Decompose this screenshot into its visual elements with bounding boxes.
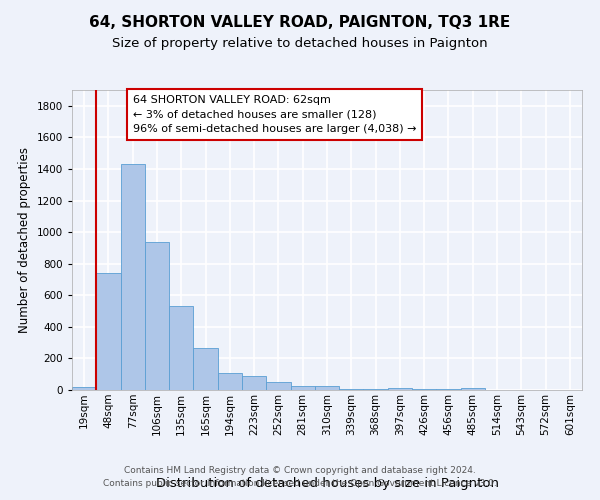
Text: 64, SHORTON VALLEY ROAD, PAIGNTON, TQ3 1RE: 64, SHORTON VALLEY ROAD, PAIGNTON, TQ3 1… xyxy=(89,15,511,30)
X-axis label: Distribution of detached houses by size in Paignton: Distribution of detached houses by size … xyxy=(155,476,499,490)
Bar xyxy=(72,387,96,390)
Text: 64 SHORTON VALLEY ROAD: 62sqm
← 3% of detached houses are smaller (128)
96% of s: 64 SHORTON VALLEY ROAD: 62sqm ← 3% of de… xyxy=(133,94,416,134)
Text: Contains HM Land Registry data © Crown copyright and database right 2024.
Contai: Contains HM Land Registry data © Crown c… xyxy=(103,466,497,487)
Bar xyxy=(193,348,218,390)
Text: Size of property relative to detached houses in Paignton: Size of property relative to detached ho… xyxy=(112,38,488,51)
Bar xyxy=(96,273,121,390)
Bar xyxy=(339,388,364,390)
Bar xyxy=(145,242,169,390)
Bar xyxy=(218,374,242,390)
Bar xyxy=(242,376,266,390)
Bar xyxy=(461,388,485,390)
Bar xyxy=(412,389,436,390)
Bar xyxy=(121,164,145,390)
Y-axis label: Number of detached properties: Number of detached properties xyxy=(18,147,31,333)
Bar xyxy=(315,386,339,390)
Bar xyxy=(290,386,315,390)
Bar xyxy=(169,306,193,390)
Bar xyxy=(266,382,290,390)
Bar xyxy=(436,389,461,390)
Bar xyxy=(388,388,412,390)
Bar xyxy=(364,388,388,390)
